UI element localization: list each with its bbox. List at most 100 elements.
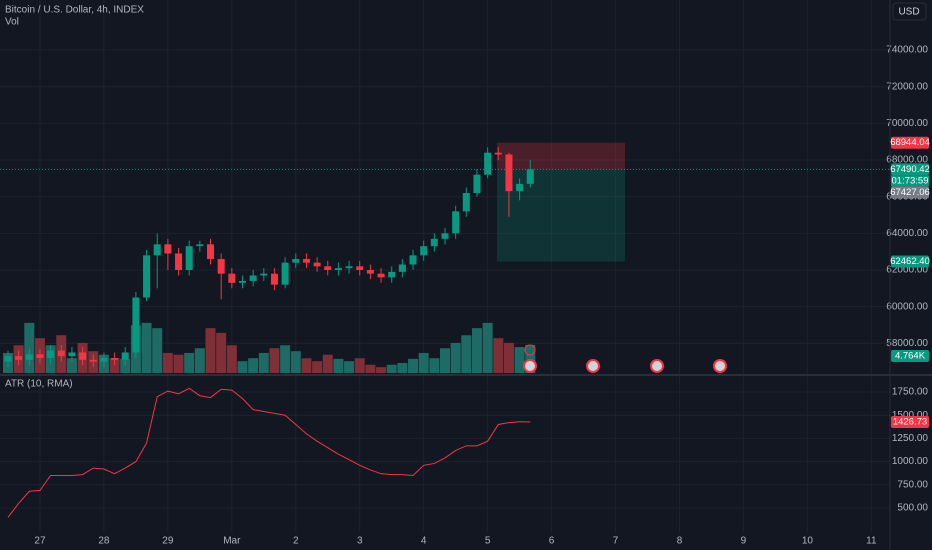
cursor-tag-label: 67427.06 bbox=[890, 187, 930, 198]
candle-body bbox=[15, 356, 23, 360]
candle-body bbox=[238, 280, 246, 283]
x-tick-label: 29 bbox=[162, 536, 174, 547]
volume-bar bbox=[450, 342, 461, 373]
volume-bar bbox=[333, 358, 344, 373]
currency-button[interactable] bbox=[892, 2, 927, 21]
volume-bar bbox=[184, 352, 195, 373]
volume-bar bbox=[365, 364, 376, 373]
y-tick-label: 1000.00 bbox=[892, 456, 929, 467]
candle-body bbox=[185, 246, 193, 270]
y-tick-label: 74000.00 bbox=[886, 45, 928, 56]
candle-body bbox=[25, 354, 33, 360]
candle-body bbox=[313, 262, 321, 267]
candle-body bbox=[132, 297, 140, 353]
candle-body bbox=[4, 356, 12, 362]
event-icon[interactable] bbox=[650, 359, 664, 373]
price-tag-label: 67490.42 bbox=[890, 164, 930, 175]
x-tick-label: Mar bbox=[223, 536, 241, 547]
target-tag-label: 62462.40 bbox=[890, 256, 930, 267]
volume-tag-label: 4.764K bbox=[895, 351, 926, 362]
y-tick-label: 62000.00 bbox=[886, 265, 928, 276]
currency-label[interactable]: USD bbox=[898, 7, 919, 18]
volume-bar bbox=[66, 358, 77, 373]
candle-body bbox=[228, 273, 236, 283]
candle-body bbox=[153, 244, 161, 256]
candle-body bbox=[516, 183, 524, 192]
volume-bar bbox=[493, 338, 504, 373]
candle-body bbox=[47, 350, 55, 358]
candle-body bbox=[302, 258, 310, 263]
volume-bar bbox=[408, 358, 419, 373]
x-tick-label: 11 bbox=[866, 536, 877, 547]
x-tick-label: 7 bbox=[613, 536, 619, 547]
volume-bar bbox=[280, 345, 291, 373]
candle-body bbox=[164, 244, 172, 254]
x-tick-label: 3 bbox=[357, 536, 363, 547]
candle-body bbox=[398, 264, 406, 272]
candle-body bbox=[366, 269, 374, 274]
y-tick-label: 64000.00 bbox=[886, 228, 928, 239]
candle-body bbox=[334, 268, 342, 270]
candle-body bbox=[356, 266, 364, 270]
volume-title: Vol bbox=[5, 17, 19, 28]
volume-bar bbox=[290, 351, 301, 373]
volume-bar bbox=[205, 328, 216, 373]
x-tick-label: 28 bbox=[98, 536, 110, 547]
atr-line bbox=[7, 387, 531, 518]
volume-bar bbox=[525, 344, 536, 373]
candle-body bbox=[57, 350, 65, 357]
volume-bar bbox=[514, 347, 525, 373]
x-tick-label: 4 bbox=[421, 536, 427, 547]
volume-bar bbox=[248, 358, 259, 373]
candle-body bbox=[143, 255, 151, 298]
volume-bar bbox=[141, 322, 152, 373]
event-icon[interactable] bbox=[523, 359, 537, 373]
volume-bar bbox=[152, 328, 163, 373]
volume-bar bbox=[397, 362, 408, 373]
atr-tag-label: 1426.73 bbox=[893, 417, 927, 428]
atr-tag bbox=[891, 416, 929, 429]
volume-bar bbox=[194, 348, 205, 373]
event-icons bbox=[523, 344, 727, 373]
cursor-tag bbox=[891, 186, 929, 199]
y-tick-label: 72000.00 bbox=[886, 81, 928, 92]
candle-body bbox=[409, 255, 417, 265]
price-tag bbox=[891, 163, 929, 176]
candle-body bbox=[388, 271, 396, 278]
candle-body bbox=[175, 253, 183, 270]
candle-body bbox=[452, 211, 460, 234]
volume-bar bbox=[440, 348, 450, 373]
volume-bar bbox=[24, 322, 35, 373]
alert-icon[interactable] bbox=[524, 344, 536, 356]
volume-bar bbox=[429, 358, 440, 373]
stop-tag-label: 68944.04 bbox=[890, 137, 930, 148]
y-tick-label: 60000.00 bbox=[886, 301, 928, 312]
candle-body bbox=[121, 352, 129, 360]
stop-zone bbox=[497, 142, 625, 170]
candle-body bbox=[100, 357, 108, 362]
volume-bar bbox=[301, 358, 312, 373]
volume-bar bbox=[269, 348, 280, 373]
x-tick-label: 9 bbox=[741, 536, 747, 547]
y-tick-label: 68000.00 bbox=[886, 155, 928, 166]
y-tick-label: 58000.00 bbox=[886, 338, 928, 349]
candle-body bbox=[196, 244, 204, 247]
event-icon[interactable] bbox=[713, 359, 727, 373]
volume-tag bbox=[891, 350, 929, 362]
volume-bar bbox=[482, 322, 493, 373]
countdown-bg bbox=[891, 175, 929, 187]
candle-body bbox=[430, 238, 438, 247]
x-tick-label: 10 bbox=[802, 536, 814, 547]
candle-body bbox=[420, 246, 428, 256]
target-zone bbox=[497, 169, 625, 262]
event-icon[interactable] bbox=[586, 359, 600, 373]
y-tick-label: 70000.00 bbox=[886, 118, 928, 129]
volume-bar bbox=[162, 352, 173, 373]
y-tick-label: 500.00 bbox=[897, 503, 928, 514]
candle-body bbox=[217, 258, 225, 274]
